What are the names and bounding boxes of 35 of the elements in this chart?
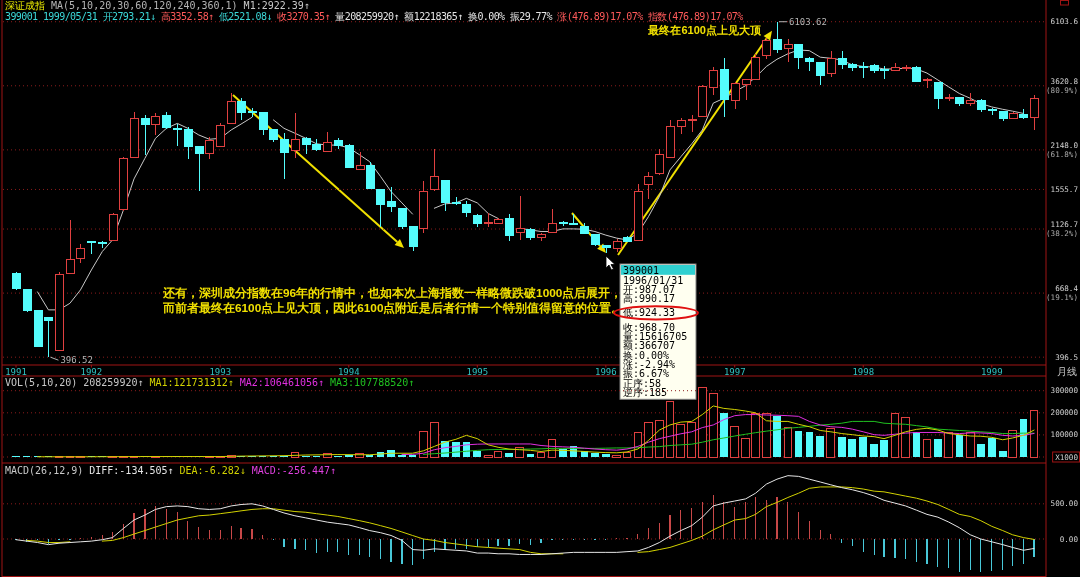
text: MA3:107788520↑	[330, 377, 415, 388]
x-tick-label: 1994	[337, 367, 360, 377]
text: M1:2922.39↑	[243, 0, 310, 11]
chart-title: VOL(5,10,20) 208259920↑	[5, 377, 144, 388]
text: 399001	[623, 265, 660, 277]
annotation: 低:924.33	[623, 307, 676, 319]
text: DIFF:-134.505↑	[89, 465, 174, 476]
x-tick-label: 1996	[595, 367, 617, 377]
annotation: 399001	[5, 11, 43, 22]
chart-title: 深证成指	[5, 0, 45, 11]
text: 月线	[1057, 366, 1077, 377]
annotation: 高:990.17	[623, 293, 676, 305]
annotation: 6103.62	[788, 16, 827, 27]
x-tick-label: 1991	[5, 367, 27, 377]
annotation: 1996/01/31	[623, 274, 684, 286]
x-tick-label: 1992	[80, 367, 103, 377]
annotation: 额:366707	[623, 340, 676, 352]
chart-title: MACD(26,12,9)	[5, 465, 84, 476]
x-tick-label: 1995	[466, 367, 489, 377]
x-tick-label: 1997	[723, 367, 746, 377]
annotation: 还有，深圳成分指数在96年的行情中，也如本次上海指数一样略微跌破1000点后展开，	[162, 286, 623, 300]
legend-title: MA(5,10,20,30,60,120,240,360,1)	[51, 0, 238, 11]
annotation: 最终在6100点上见大顶	[647, 24, 762, 38]
text: DEA:-6.282↓	[179, 465, 246, 476]
x-tick-label: 1998	[852, 367, 875, 377]
annotation: 收:968.70	[623, 321, 676, 333]
annotation: 开:987.07	[623, 283, 676, 295]
text: MA2:106461056↑	[239, 377, 325, 388]
annotation: 量:15616705	[623, 331, 688, 342]
text: MA1:121731312↑	[149, 377, 234, 388]
annotation: MACD:-256.447↑	[251, 465, 337, 476]
annotation: 396.52	[60, 355, 93, 366]
x-tick-label: 1999	[980, 367, 1003, 377]
x-tick-label: 1993	[209, 367, 232, 377]
text: 1999/05/31 开2793.21↓ 高3352.58↑ 低2521.08↓ 收3270.35↑ 量208259920↑ 额12218365↑ 换0.00% 振29.77% 涨(476.89)17.07% 指数(476.89)17.07%	[42, 11, 743, 22]
